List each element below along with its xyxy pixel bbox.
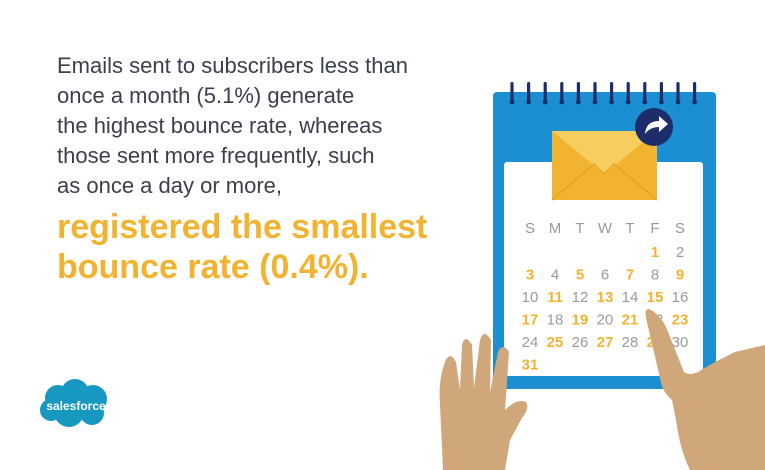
weekday-label: M xyxy=(549,220,562,237)
spiral-ring xyxy=(510,82,514,102)
headline-line-3: the highest bounce rate, whereas xyxy=(57,113,383,138)
calendar-day: 18 xyxy=(547,312,564,329)
weekday-label: T xyxy=(575,220,584,237)
spiral-ring xyxy=(560,82,564,102)
calendar-day: 20 xyxy=(597,312,614,329)
calendar-day: 3 xyxy=(526,267,534,284)
ring-hole xyxy=(642,99,648,105)
calendar-day: 8 xyxy=(651,267,659,284)
envelope-icon xyxy=(551,131,658,201)
calendar-day: 19 xyxy=(572,312,589,329)
ring-hole xyxy=(592,99,598,105)
calendar-day: 16 xyxy=(672,289,689,306)
spiral-ring xyxy=(626,82,630,102)
spiral-ring xyxy=(643,82,647,102)
calendar-day: 7 xyxy=(626,267,634,284)
pointing-hand-icon xyxy=(645,309,765,470)
calendar-day: 15 xyxy=(647,289,664,306)
highlight-line-1: registered the smallest xyxy=(57,208,428,246)
ring-hole xyxy=(609,99,614,105)
calendar-day: 21 xyxy=(622,312,639,329)
calendar-day: 27 xyxy=(597,334,614,351)
calendar-day: 23 xyxy=(672,312,689,329)
calendar-day: 9 xyxy=(676,267,684,284)
spiral-ring xyxy=(543,82,547,102)
calendar-day: 24 xyxy=(522,334,539,351)
headline-text: Emails sent to subscribers less than onc… xyxy=(57,51,477,287)
spiral-ring xyxy=(593,82,597,102)
ring-hole xyxy=(692,99,697,105)
calendar-day: 26 xyxy=(572,334,589,351)
calendar-day: 10 xyxy=(522,289,539,306)
weekday-label: S xyxy=(525,220,535,237)
calendar-day: 13 xyxy=(597,289,614,306)
ring-hole xyxy=(675,99,681,105)
spiral-ring xyxy=(576,82,580,102)
calendar-day: 31 xyxy=(522,357,539,374)
calendar-day: 25 xyxy=(547,334,564,351)
ring-hole xyxy=(542,99,548,105)
highlight-line-2: bounce rate (0.4%). xyxy=(57,248,369,286)
headline-line-1: Emails sent to subscribers less than xyxy=(57,53,408,78)
calendar-day: 28 xyxy=(622,334,639,351)
spiral-ring xyxy=(676,82,680,102)
weekday-label: W xyxy=(598,220,613,237)
ring-hole xyxy=(526,99,531,105)
calendar-day: 1 xyxy=(651,244,659,261)
headline-line-4: those sent more frequently, such xyxy=(57,143,375,168)
calendar-day: 6 xyxy=(601,267,609,284)
forward-arrow-icon xyxy=(635,108,673,146)
calendar-day: 4 xyxy=(551,267,559,284)
spiral-ring xyxy=(659,82,663,102)
calendar-day: 17 xyxy=(522,312,539,329)
spiral-rings xyxy=(509,82,697,105)
ring-hole xyxy=(576,99,581,105)
day-grid: 1234567891011121314151617181920212223242… xyxy=(522,244,689,374)
calendar-day: 12 xyxy=(572,289,589,306)
ring-hole xyxy=(509,99,515,105)
headline-line-5: as once a day or more, xyxy=(57,173,283,198)
calendar-day: 30 xyxy=(672,334,689,351)
left-hand-icon xyxy=(439,334,528,470)
logo-text: salesforce xyxy=(46,399,106,413)
ring-hole xyxy=(559,99,565,105)
calendar-day: 5 xyxy=(576,267,584,284)
calendar-day: 14 xyxy=(622,289,639,306)
weekday-label: T xyxy=(625,220,634,237)
spiral-ring xyxy=(693,82,697,102)
cloud-icon xyxy=(40,379,107,427)
spiral-ring xyxy=(527,82,531,102)
calendar-day: 11 xyxy=(547,289,563,306)
ring-hole xyxy=(659,99,664,105)
calendar-day: 2 xyxy=(676,244,684,261)
headline-line-2: once a month (5.1%) generate xyxy=(57,83,355,108)
salesforce-logo: salesforce xyxy=(40,379,107,427)
weekday-label: S xyxy=(675,220,685,237)
weekday-label: F xyxy=(650,220,659,237)
spiral-ring xyxy=(610,82,614,102)
ring-hole xyxy=(625,99,631,105)
